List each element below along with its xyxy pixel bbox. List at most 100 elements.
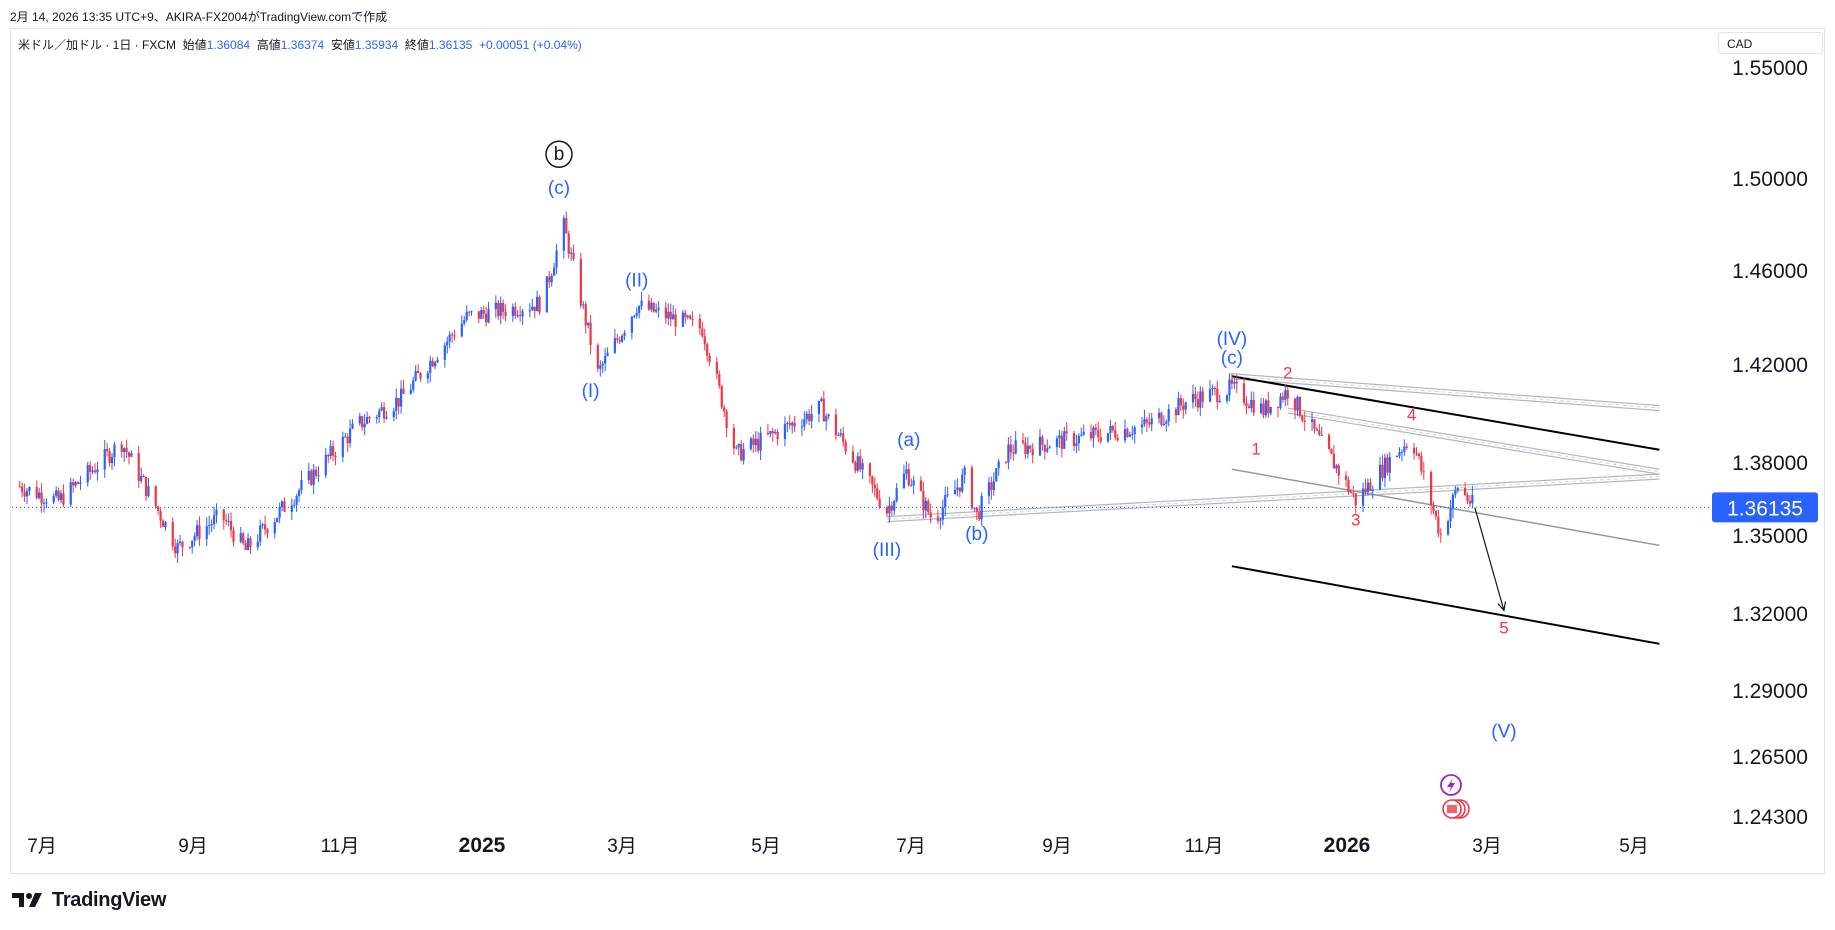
currency-selector[interactable]: CAD (1718, 32, 1823, 54)
candle-body (113, 444, 116, 458)
candle-body (1026, 445, 1029, 454)
candle-body (584, 304, 587, 326)
candle-body (205, 526, 208, 539)
candle-body (1191, 393, 1195, 403)
candle-body (378, 410, 381, 418)
trend-channel-line[interactable] (1231, 378, 1660, 412)
trend-line[interactable] (1231, 375, 1660, 451)
candle-body (1043, 444, 1046, 452)
candle-body (1089, 432, 1093, 439)
candle-body (1092, 427, 1095, 439)
candle-body (1352, 492, 1355, 494)
candle-body (1286, 390, 1289, 399)
candle-body (1446, 521, 1450, 535)
candle-body (329, 446, 332, 457)
candle-body (854, 462, 857, 471)
candle-body (314, 469, 318, 476)
candle-body (259, 525, 262, 542)
candle-body (1468, 500, 1472, 504)
candle-body (817, 400, 821, 415)
candle-body (108, 451, 111, 464)
candle-body (720, 385, 723, 408)
candle-body (1466, 494, 1469, 501)
trend-channel-line[interactable] (1287, 412, 1660, 475)
candle-body (52, 495, 55, 503)
candle-body (468, 311, 471, 313)
tradingview-logo-icon (12, 893, 42, 907)
candle-body (1143, 419, 1146, 425)
candle-body (74, 482, 77, 486)
candle-body (664, 307, 667, 319)
trend-channel-line[interactable] (1231, 373, 1660, 407)
candle-body (1199, 391, 1202, 408)
chart-frame[interactable] (10, 28, 1825, 874)
candle-body (351, 423, 354, 429)
candle-body (1439, 533, 1442, 535)
candle-body (635, 312, 638, 316)
candle-body (669, 311, 672, 320)
candle-body (774, 432, 777, 434)
candle-body (1420, 456, 1423, 472)
candle-body (1162, 423, 1165, 425)
candle-body (905, 469, 908, 474)
candle-body (691, 318, 694, 320)
candle-body (924, 500, 927, 511)
candle-body (23, 492, 26, 497)
candle-body (674, 314, 677, 327)
candle-body (1177, 398, 1180, 416)
candle-body (686, 315, 689, 318)
trend-channel-line (1231, 375, 1660, 409)
wave-label: 4 (1407, 405, 1416, 424)
candle-body (944, 495, 947, 508)
candle-body (55, 490, 58, 496)
candle-body (516, 315, 519, 317)
economic-event-icons[interactable] (1440, 774, 1470, 819)
candle-body (409, 389, 412, 394)
candle-body (45, 502, 48, 504)
candle-body (341, 436, 344, 458)
candle-body (749, 438, 753, 450)
trend-channel-line[interactable] (1287, 407, 1660, 470)
candle-body (1284, 390, 1287, 400)
wave-label: (c) (548, 178, 570, 199)
trend-channel-line[interactable] (886, 473, 1660, 518)
y-tick-label: 1.42000 (1732, 354, 1808, 377)
candle-body (191, 540, 194, 548)
candle-body (837, 435, 840, 437)
tradingview-logo[interactable]: TradingView (12, 888, 166, 912)
candle-body (630, 316, 633, 333)
candle-body (103, 449, 106, 470)
candle-body (725, 411, 728, 428)
candle-body (970, 467, 974, 509)
projection-arrow[interactable] (1474, 507, 1505, 611)
candle-body (1301, 416, 1304, 421)
trend-line[interactable] (1231, 565, 1660, 645)
candle-body (907, 469, 910, 486)
candle-body (1167, 409, 1170, 422)
candle-body (1165, 421, 1168, 424)
candle-body (57, 490, 60, 501)
candle-body (477, 311, 480, 319)
candle-body (25, 490, 29, 497)
candle-body (436, 359, 439, 363)
candle-body (706, 344, 709, 356)
y-tick-label: 1.46000 (1732, 260, 1808, 283)
candle-body (72, 482, 75, 486)
trend-line[interactable] (1231, 468, 1660, 547)
candle-body (392, 410, 395, 418)
candle-body (1077, 435, 1080, 444)
candle-body (331, 446, 335, 456)
candle-body (958, 487, 961, 492)
candle-body (701, 328, 704, 337)
candle-body (198, 525, 201, 539)
trend-channel-line[interactable] (886, 478, 1660, 523)
candle-body (752, 438, 755, 446)
candle-body (604, 355, 607, 364)
candle-body (460, 323, 463, 337)
candle-body (443, 345, 446, 360)
y-tick-label: 1.35000 (1732, 525, 1808, 548)
candle-body (375, 417, 378, 419)
candle-body (1369, 482, 1372, 491)
candle-body (1031, 448, 1034, 456)
